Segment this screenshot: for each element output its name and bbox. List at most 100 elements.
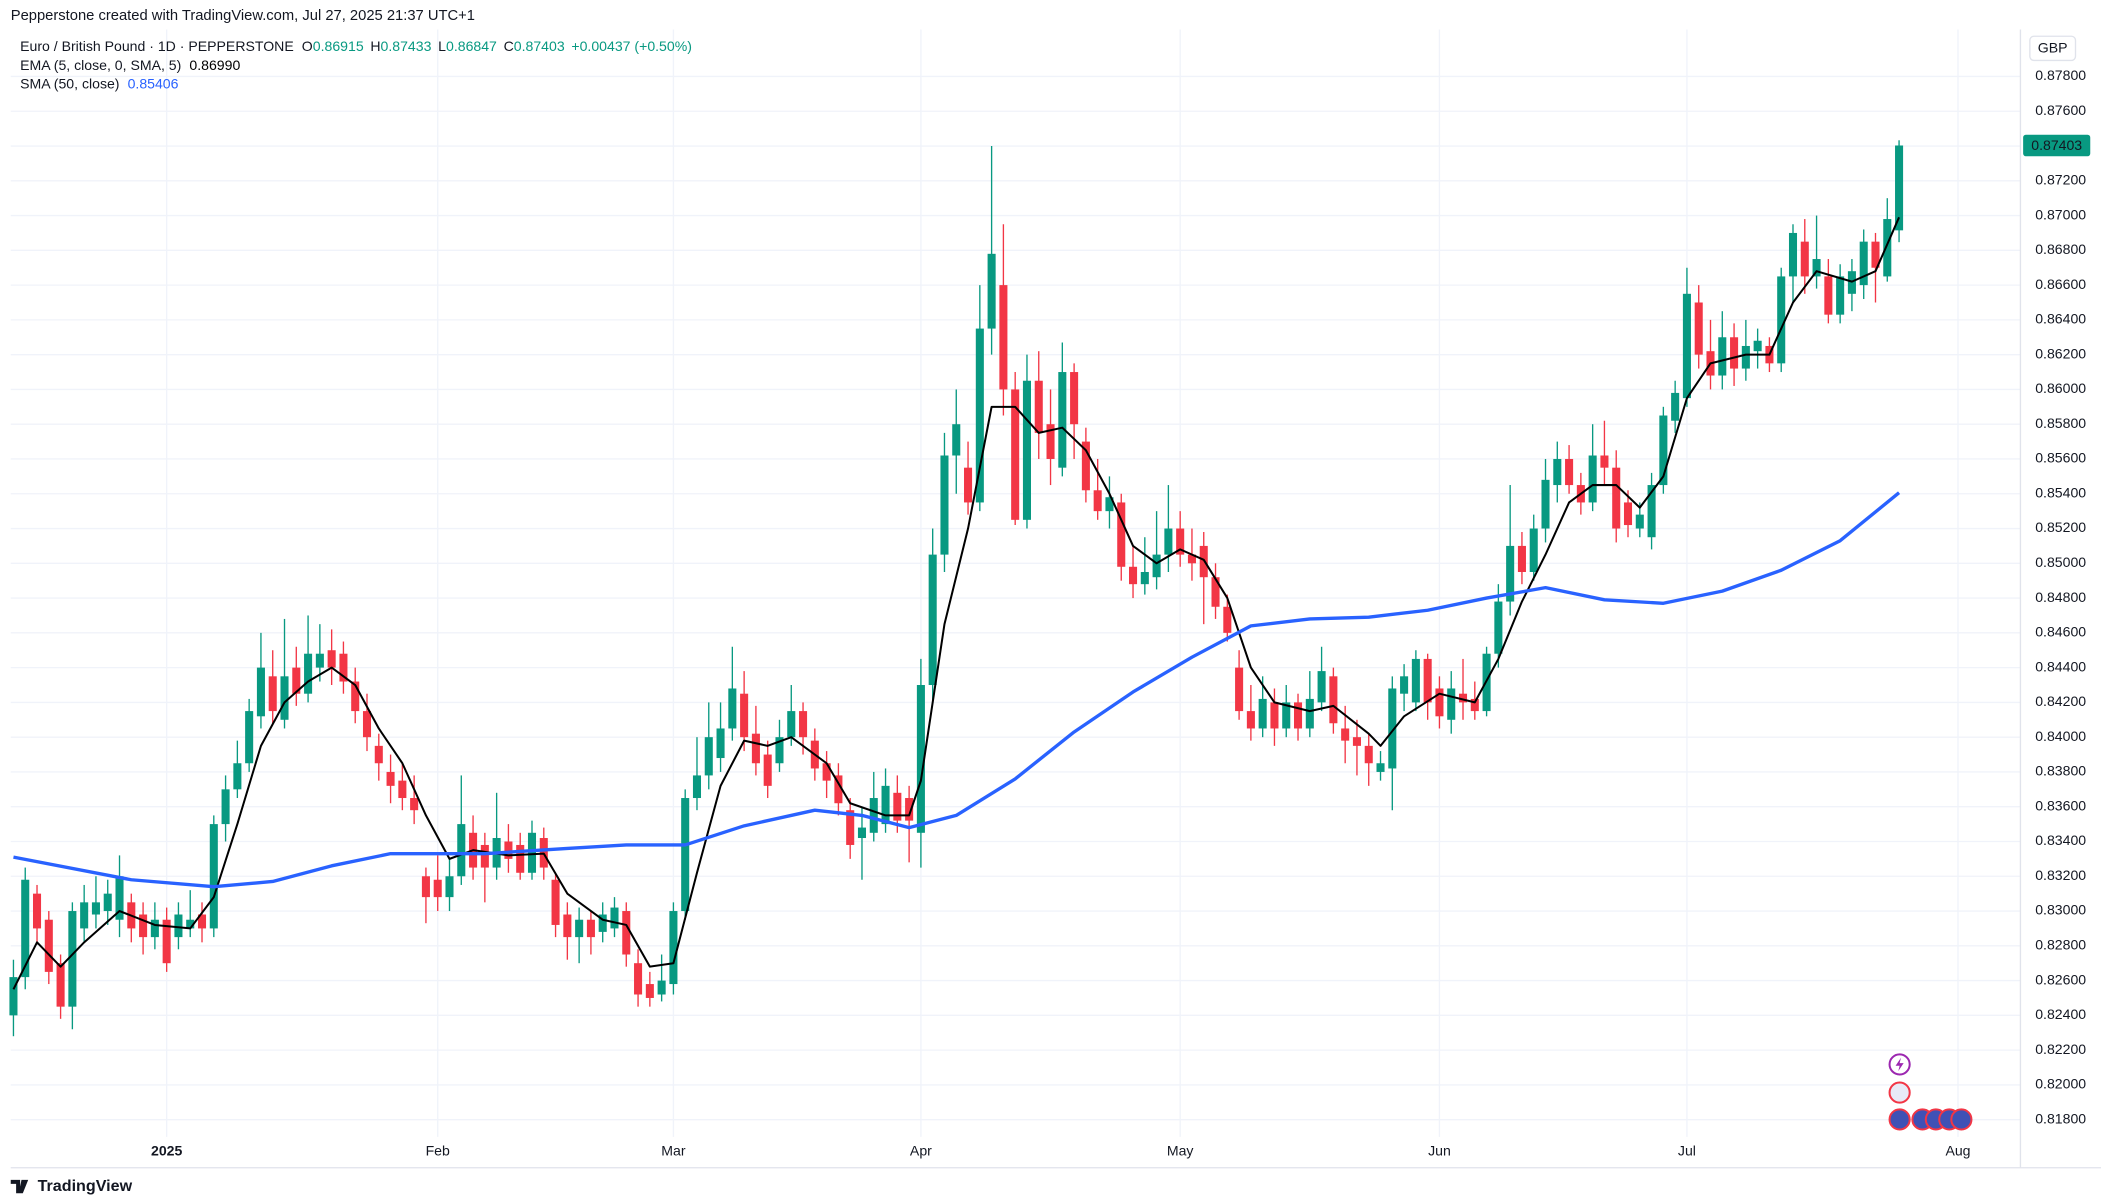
candle-body — [1270, 702, 1279, 729]
candle-body — [197, 914, 207, 929]
candle-body — [634, 963, 643, 995]
candle-body — [162, 919, 171, 964]
candle-body — [598, 914, 607, 932]
candle-body — [775, 737, 784, 764]
candle-body — [386, 771, 395, 786]
candle-body — [881, 785, 890, 825]
last-price-label: 0.87403 — [2031, 137, 2082, 153]
candle-body — [1034, 380, 1043, 433]
candle-body — [1647, 485, 1656, 538]
candle-body — [1788, 232, 1798, 277]
candle-body — [740, 693, 749, 738]
y-tick-label: 0.86200 — [2035, 345, 2086, 361]
candle-body — [245, 711, 254, 764]
ohlc-key: H — [370, 38, 380, 54]
candle-body — [1635, 514, 1644, 529]
ohlc-value: 0.87433 — [381, 38, 432, 54]
candle-body — [1883, 219, 1892, 277]
attribution: Pepperstone created with TradingView.com… — [11, 8, 475, 24]
candle-body — [857, 827, 867, 839]
candle-body — [115, 876, 124, 920]
candle-body — [645, 984, 654, 998]
y-tick-label: 0.84800 — [2035, 589, 2086, 605]
event-icon[interactable] — [1950, 1108, 1973, 1131]
candle-body — [32, 893, 42, 929]
candle-body — [1400, 676, 1409, 694]
candle-body — [928, 554, 937, 686]
candle-body — [1494, 601, 1503, 654]
candle-body — [586, 919, 595, 938]
candle-body — [315, 653, 324, 668]
candle-body — [1730, 337, 1739, 369]
y-tick-label: 0.84000 — [2035, 728, 2086, 744]
sma-legend: SMA (50, close) 0.85406 — [20, 75, 179, 91]
y-tick-label: 0.85000 — [2035, 554, 2086, 570]
candle-body — [1859, 241, 1868, 286]
x-tick-label: Feb — [426, 1142, 450, 1158]
candle-body — [150, 919, 159, 938]
candle-body — [575, 919, 584, 938]
candle-body — [1317, 671, 1326, 703]
y-tick-label: 0.84600 — [2035, 624, 2086, 640]
candle-body — [374, 745, 383, 764]
y-tick-label: 0.85200 — [2035, 519, 2086, 535]
candle-body — [398, 780, 407, 799]
candle-body — [1506, 545, 1515, 602]
candle-body — [1458, 693, 1468, 703]
indicator-value: 0.86990 — [189, 56, 240, 72]
last-price-box — [2023, 134, 2091, 157]
ema-legend: EMA (5, close, 0, SMA, 5) 0.86990 — [20, 56, 240, 72]
candle-body — [1470, 698, 1479, 712]
plot — [9, 140, 1904, 1037]
y-tick-label: 0.83000 — [2035, 902, 2086, 918]
candle-body — [1553, 458, 1562, 486]
candle-body — [1588, 455, 1597, 503]
candle-body — [1812, 259, 1821, 277]
event-icon-glyph — [1895, 1057, 1904, 1072]
candle-body — [351, 681, 360, 712]
candle-body — [1022, 380, 1031, 520]
candle-body — [516, 844, 525, 873]
candle-body — [1753, 340, 1762, 352]
candle-body — [1565, 458, 1574, 486]
candle-body — [728, 688, 737, 729]
candle-body — [139, 914, 148, 938]
watermark: TradingView — [38, 1177, 133, 1195]
candle-body — [952, 424, 961, 456]
y-tick-label: 0.86800 — [2035, 241, 2086, 257]
x-tick-label: Jun — [1428, 1142, 1451, 1158]
y-tick-label: 0.82400 — [2035, 1006, 2086, 1022]
candle-body — [1211, 577, 1220, 607]
candle-body — [1058, 372, 1067, 468]
y-tick-label: 0.84400 — [2035, 658, 2086, 674]
y-tick-label: 0.86400 — [2035, 311, 2086, 327]
currency-box[interactable] — [2029, 35, 2077, 62]
indicator-name: EMA (5, close, 0, SMA, 5) — [20, 56, 181, 72]
candle-body — [1105, 497, 1114, 512]
y-tick-label: 0.83600 — [2035, 797, 2086, 813]
candle-body — [1364, 745, 1373, 764]
candle-body — [1529, 528, 1538, 572]
y-tick-label: 0.82600 — [2035, 971, 2086, 987]
candle-body — [1187, 554, 1196, 564]
event-icons[interactable] — [1888, 1053, 1973, 1131]
event-icon[interactable] — [1888, 1108, 1911, 1131]
candle-body — [339, 653, 348, 682]
candle-body — [9, 977, 18, 1016]
candle-body — [999, 285, 1008, 390]
candle-body — [44, 919, 53, 972]
y-tick-label: 0.83800 — [2035, 763, 2086, 779]
ohlc-value: 0.86915 — [313, 38, 364, 54]
candle-body — [103, 893, 112, 912]
y-tick-label: 0.86600 — [2035, 276, 2086, 292]
candle-body — [716, 728, 725, 759]
candle-body — [1741, 345, 1750, 369]
candle-body — [940, 455, 949, 555]
candle-body — [822, 763, 831, 781]
candle-body — [1164, 528, 1173, 555]
candle-body — [1117, 502, 1126, 567]
event-icon[interactable] — [1888, 1081, 1911, 1104]
